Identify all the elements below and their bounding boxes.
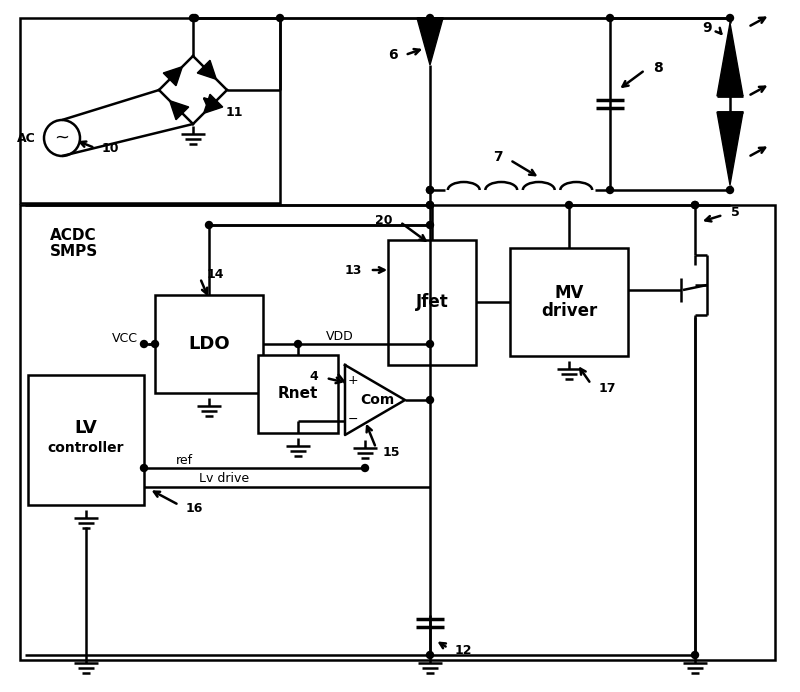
Text: 12: 12 — [455, 644, 473, 657]
Circle shape — [206, 221, 213, 228]
Bar — [28, 375, 144, 505]
Text: 15: 15 — [383, 446, 401, 459]
Text: −: − — [348, 412, 358, 426]
Circle shape — [726, 15, 734, 21]
Text: LDO: LDO — [188, 335, 230, 353]
Text: 8: 8 — [653, 61, 662, 75]
Circle shape — [606, 187, 614, 194]
Bar — [258, 355, 338, 433]
Text: ACDC: ACDC — [50, 228, 97, 242]
Circle shape — [426, 15, 434, 21]
Text: 13: 13 — [345, 264, 362, 277]
Circle shape — [426, 187, 434, 194]
Polygon shape — [204, 94, 222, 113]
Circle shape — [566, 201, 573, 208]
Circle shape — [426, 397, 434, 403]
Text: VDD: VDD — [326, 329, 354, 343]
Bar — [20, 18, 280, 203]
Circle shape — [691, 201, 698, 208]
Circle shape — [151, 340, 158, 347]
Text: Jfet: Jfet — [416, 293, 448, 311]
Text: 5: 5 — [731, 206, 740, 219]
Circle shape — [426, 651, 434, 659]
Text: Com: Com — [360, 393, 394, 407]
Circle shape — [606, 15, 614, 21]
Text: ref: ref — [175, 455, 193, 468]
Text: 16: 16 — [186, 502, 203, 516]
Circle shape — [426, 340, 434, 347]
Circle shape — [277, 15, 283, 21]
Text: 6: 6 — [388, 48, 398, 62]
Polygon shape — [717, 23, 743, 96]
Circle shape — [691, 201, 698, 208]
Circle shape — [426, 201, 434, 208]
Text: SMPS: SMPS — [50, 244, 98, 260]
Polygon shape — [170, 100, 189, 120]
Circle shape — [426, 201, 434, 208]
Text: LV: LV — [74, 419, 98, 437]
Text: 20: 20 — [374, 214, 392, 226]
Text: +: + — [348, 374, 358, 388]
Text: driver: driver — [541, 302, 597, 320]
Bar — [155, 295, 263, 393]
Text: 17: 17 — [599, 381, 617, 394]
Circle shape — [362, 464, 369, 471]
Text: Rnet: Rnet — [278, 387, 318, 401]
Text: ~: ~ — [54, 129, 70, 147]
Polygon shape — [717, 112, 743, 185]
Text: 7: 7 — [494, 150, 503, 164]
Text: 9: 9 — [702, 21, 712, 35]
Circle shape — [141, 464, 147, 471]
Polygon shape — [198, 60, 216, 80]
Bar — [510, 248, 628, 356]
Circle shape — [191, 15, 198, 21]
Text: 11: 11 — [226, 105, 243, 118]
Text: 14: 14 — [207, 268, 225, 282]
Polygon shape — [163, 66, 182, 86]
Bar — [388, 240, 476, 365]
Text: VCC: VCC — [112, 331, 138, 345]
Text: Lv drive: Lv drive — [199, 473, 249, 486]
Circle shape — [691, 651, 698, 659]
Circle shape — [190, 15, 197, 21]
Circle shape — [141, 340, 147, 347]
Text: 4: 4 — [310, 370, 318, 383]
Circle shape — [726, 187, 734, 194]
Circle shape — [426, 221, 434, 228]
Text: MV: MV — [554, 284, 584, 302]
Text: AC: AC — [18, 131, 36, 145]
Text: controller: controller — [48, 441, 124, 455]
Polygon shape — [417, 18, 443, 65]
Bar — [20, 205, 775, 660]
Text: 10: 10 — [102, 141, 119, 154]
Circle shape — [426, 187, 434, 194]
Circle shape — [294, 340, 302, 347]
